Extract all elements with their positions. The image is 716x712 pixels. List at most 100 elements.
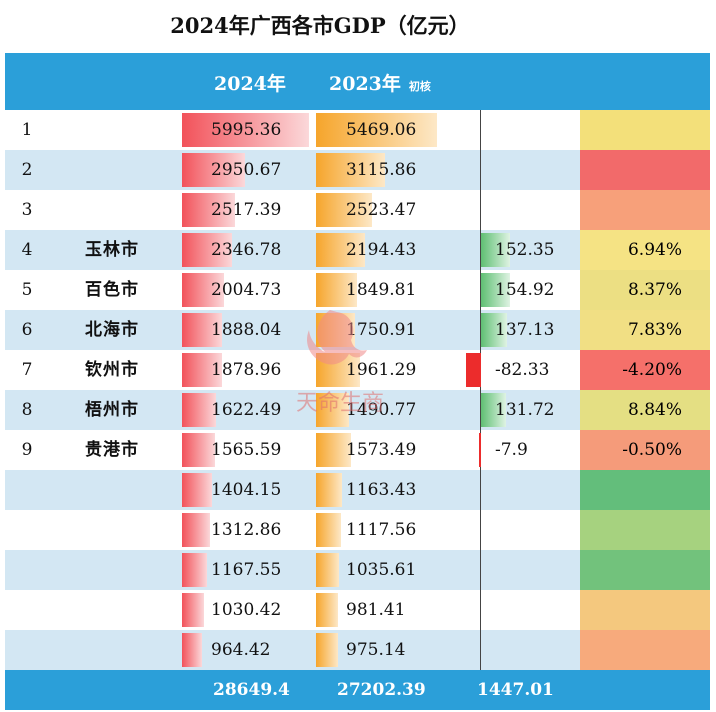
rank-value: 9: [21, 440, 33, 460]
table-row: 2 2950.67 3115.86: [5, 150, 710, 190]
bar-2023: [316, 113, 437, 147]
gdp-2024-value: 2950.67: [211, 160, 282, 180]
bar-2024: [182, 473, 212, 507]
bar-2023: [316, 593, 338, 627]
rank-value: 5: [21, 280, 33, 300]
gdp-2024-value: 5995.36: [211, 120, 282, 140]
increase-value: [495, 110, 585, 150]
bar-2024: [182, 233, 232, 267]
rank-value: [17, 470, 37, 510]
gdp-2023-value: 3115.86: [346, 160, 417, 180]
rank-value: [17, 590, 37, 630]
gdp-2023-value: 975.14: [346, 640, 406, 660]
rank-value: 6: [21, 320, 33, 340]
gdp-2023-value: 1490.77: [346, 400, 417, 420]
bar-2024: [182, 593, 204, 627]
bar-2024: [182, 633, 202, 667]
table-row: 6.94% 4 玉林市 2346.78 2194.43 152.35: [5, 230, 710, 270]
increase-value: 154.92: [495, 280, 555, 300]
gdp-2024-value: 2517.39: [211, 200, 282, 220]
increase-bar-cell: [480, 230, 581, 270]
header-2023-note: 初核: [408, 80, 431, 93]
city-name: 贵港市: [85, 440, 139, 460]
gdp-2023-value: 2523.47: [346, 200, 417, 220]
gdp-2023-value: 1035.61: [346, 560, 417, 580]
bar-2023: [316, 273, 357, 307]
growth-rate-cell: -0.50%: [580, 430, 710, 470]
rank-value: 1: [21, 120, 33, 140]
city-name: [85, 590, 155, 630]
city-name: 北海市: [85, 320, 139, 340]
growth-rate-value: -0.50%: [622, 440, 682, 460]
growth-rate-cell: 7.83%: [580, 310, 710, 350]
bar-2024: [182, 113, 309, 147]
gdp-2024-value: 1888.04: [211, 320, 282, 340]
city-name: [85, 550, 155, 590]
total-increase: 1447.01: [477, 680, 554, 700]
increase-bar-cell: [480, 110, 581, 150]
increase-bar-cell: [466, 350, 581, 390]
growth-rate-value: [682, 160, 710, 180]
city-name: [85, 630, 155, 670]
increase-value: [495, 590, 585, 630]
growth-rate-cell: -4.20%: [580, 350, 710, 390]
growth-rate-cell: [580, 590, 710, 630]
bar-2023: [316, 193, 372, 227]
gdp-2024-value: 2004.73: [211, 280, 282, 300]
increase-value: [495, 510, 585, 550]
growth-rate-value: -4.20%: [622, 360, 682, 380]
bar-2024: [182, 313, 222, 347]
gdp-2023-value: 1961.29: [346, 360, 417, 380]
growth-rate-cell: [580, 510, 710, 550]
growth-rate-cell: [580, 630, 710, 670]
bar-2023: [316, 553, 339, 587]
table-row: 1030.42 981.41: [5, 590, 710, 630]
growth-rate-value: [682, 520, 710, 540]
decrease-bar: [479, 433, 481, 467]
increase-bar-cell: [480, 550, 581, 590]
gdp-2024-value: 1622.49: [211, 400, 282, 420]
table-row: 964.42 975.14: [5, 630, 710, 670]
growth-rate-cell: 8.84%: [580, 390, 710, 430]
increase-value: -7.9: [495, 440, 528, 460]
bar-2023: [316, 153, 385, 187]
increase-bar-cell: [480, 590, 581, 630]
bar-2024: [182, 433, 215, 467]
gdp-2024-value: 1878.96: [211, 360, 282, 380]
bar-2024: [182, 273, 224, 307]
table-row: -0.50% 9 贵港市 1565.59 1573.49 -7.9: [5, 430, 710, 470]
city-name: [85, 470, 155, 510]
increase-bar-cell: [479, 430, 581, 470]
table-row: 1312.86 1117.56: [5, 510, 710, 550]
growth-rate-cell: [580, 110, 710, 150]
rank-value: [17, 510, 37, 550]
table-row: 8.37% 5 百色市 2004.73 1849.81 154.92: [5, 270, 710, 310]
increase-bar: [481, 233, 510, 267]
city-name: 钦州市: [85, 360, 139, 380]
gdp-2024-value: 1312.86: [211, 520, 282, 540]
gdp-2024-value: 1404.15: [211, 480, 282, 500]
growth-rate-value: [682, 640, 710, 660]
city-name: [85, 110, 155, 150]
gdp-2023-value: 1849.81: [346, 280, 417, 300]
rank-value: [17, 550, 37, 590]
rank-value: 8: [21, 400, 33, 420]
total-2024: 28649.4: [213, 680, 290, 700]
table-header: 2024年 2023年 初核: [5, 53, 710, 110]
growth-rate-cell: [580, 190, 710, 230]
increase-bar: [481, 393, 506, 427]
rank-value: 7: [21, 360, 33, 380]
city-name: 玉林市: [85, 240, 139, 260]
total-2023: 27202.39: [337, 680, 426, 700]
growth-rate-cell: [580, 550, 710, 590]
gdp-2024-value: 2346.78: [211, 240, 282, 260]
gdp-2023-value: 5469.06: [346, 120, 417, 140]
gdp-2024-value: 1030.42: [211, 600, 282, 620]
increase-bar-cell: [480, 190, 581, 230]
gdp-2023-value: 1117.56: [346, 520, 417, 540]
bar-2023: [316, 233, 365, 267]
city-name: 梧州市: [85, 400, 139, 420]
bar-2024: [182, 553, 207, 587]
rank-value: 4: [21, 240, 33, 260]
city-name: [85, 150, 155, 190]
